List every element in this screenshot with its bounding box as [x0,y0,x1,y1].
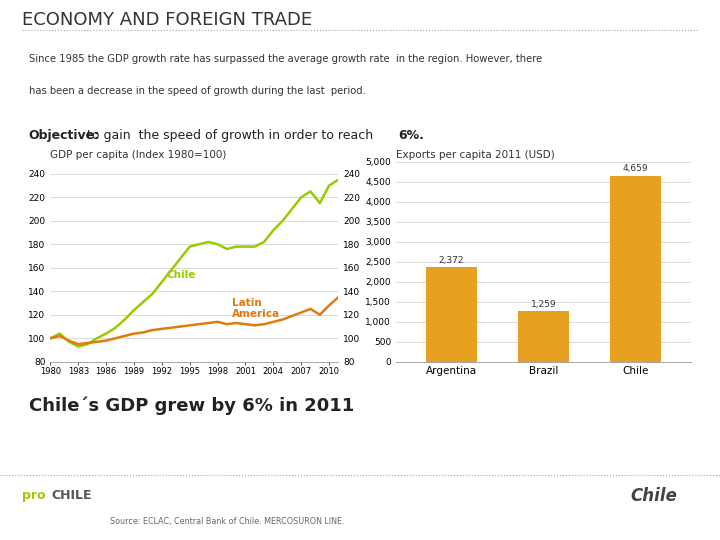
Text: Since 1985 the GDP growth rate has surpassed the average growth rate  in the reg: Since 1985 the GDP growth rate has surpa… [29,54,542,64]
Text: GDP per capita (Index 1980=100): GDP per capita (Index 1980=100) [50,150,227,160]
Text: 1,259: 1,259 [531,300,557,309]
Bar [611,176,661,362]
Text: Chile: Chile [631,487,678,505]
Text: Source: ECLAC, Central Bank of Chile. MERCOSURON LINE.: Source: ECLAC, Central Bank of Chile. ME… [109,517,344,525]
Text: CHILE: CHILE [51,489,92,502]
Text: Exports per capita 2011 (USD): Exports per capita 2011 (USD) [396,150,554,160]
Text: Chile: Chile [166,271,196,280]
Text: 4,659: 4,659 [623,164,649,173]
Text: to gain  the speed of growth in order to reach: to gain the speed of growth in order to … [83,129,377,142]
Text: has been a decrease in the speed of growth during the last  period.: has been a decrease in the speed of grow… [29,86,366,96]
Text: 6%.: 6%. [398,129,424,142]
Bar [426,267,477,362]
Text: pro: pro [22,489,45,502]
Bar [518,312,569,362]
Text: Chile´s GDP grew by 6% in 2011: Chile´s GDP grew by 6% in 2011 [29,397,354,415]
Text: 2,372: 2,372 [438,256,464,265]
Text: ECONOMY AND FOREIGN TRADE: ECONOMY AND FOREIGN TRADE [22,11,312,29]
Text: Latin
America: Latin America [232,298,279,319]
Text: Objective:: Objective: [29,129,100,142]
